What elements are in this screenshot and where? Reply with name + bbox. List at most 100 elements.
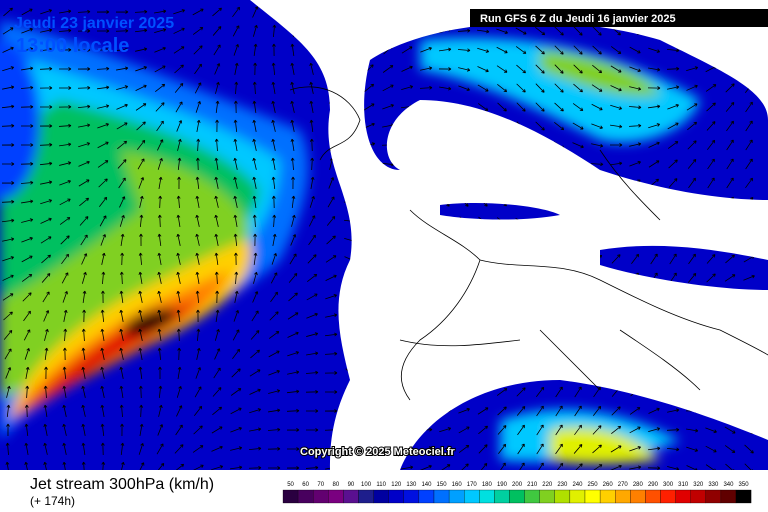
wind-arrow bbox=[137, 462, 145, 470]
legend-label: 170 bbox=[467, 482, 478, 488]
wind-arrow bbox=[214, 214, 219, 227]
wind-arrow bbox=[438, 67, 452, 71]
wind-arrow bbox=[516, 387, 526, 397]
legend-label: 140 bbox=[421, 482, 432, 488]
wind-arrow bbox=[554, 45, 564, 55]
wind-arrow bbox=[686, 103, 698, 111]
legend-swatch bbox=[524, 489, 540, 504]
wind-arrow bbox=[324, 332, 338, 337]
wind-arrow bbox=[154, 9, 167, 14]
wind-arrow bbox=[82, 309, 86, 323]
wind-arrow bbox=[212, 406, 223, 416]
wind-arrow bbox=[195, 214, 200, 227]
wind-arrow bbox=[611, 425, 622, 435]
wind-arrow bbox=[176, 233, 181, 246]
wind-arrow bbox=[686, 446, 699, 452]
wind-arrow bbox=[287, 370, 300, 375]
wind-arrow bbox=[496, 388, 508, 396]
wind-arrow bbox=[78, 179, 90, 187]
wind-arrow bbox=[477, 66, 489, 73]
wind-arrow bbox=[212, 26, 222, 36]
wind-arrow bbox=[82, 290, 87, 303]
wind-arrow bbox=[498, 462, 506, 470]
wind-arrow bbox=[326, 235, 336, 245]
wind-arrow bbox=[439, 464, 451, 470]
legend-label: 240 bbox=[572, 482, 583, 488]
wind-arrow bbox=[324, 351, 338, 356]
legend-label: 130 bbox=[406, 482, 417, 488]
coastlines bbox=[289, 86, 768, 401]
wind-arrow bbox=[325, 294, 337, 300]
wind-arrow bbox=[24, 348, 30, 360]
wind-arrow bbox=[214, 195, 219, 208]
wind-arrow bbox=[610, 161, 623, 166]
wind-arrow bbox=[270, 272, 278, 284]
wind-arrow bbox=[214, 138, 219, 152]
wind-arrow bbox=[516, 83, 526, 93]
wind-arrow bbox=[175, 101, 183, 113]
wind-arrow bbox=[309, 81, 314, 94]
legend-label: 200 bbox=[512, 482, 523, 488]
wind-arrow bbox=[20, 162, 34, 166]
wind-arrow bbox=[214, 271, 219, 285]
wind-arrow bbox=[591, 143, 604, 148]
wind-arrow bbox=[39, 124, 53, 128]
wind-arrow bbox=[667, 85, 680, 90]
legend-swatch bbox=[735, 489, 752, 504]
wind-arrow bbox=[288, 273, 298, 283]
wind-arrow bbox=[213, 367, 221, 379]
wind-arrow bbox=[629, 142, 642, 147]
wind-arrow bbox=[592, 45, 602, 55]
wind-arrow bbox=[667, 466, 680, 470]
wind-arrow bbox=[58, 47, 72, 52]
wind-arrow bbox=[725, 102, 735, 112]
wind-arrow bbox=[44, 366, 48, 380]
wind-arrow bbox=[573, 45, 583, 55]
legend-swatch bbox=[373, 489, 389, 504]
wind-arrow bbox=[666, 427, 680, 432]
wind-arrow bbox=[101, 461, 106, 470]
wind-arrow bbox=[706, 121, 716, 131]
wind-arrow bbox=[573, 64, 583, 74]
wind-arrow bbox=[726, 120, 734, 132]
wind-arrow bbox=[268, 350, 280, 358]
wind-arrow bbox=[667, 103, 679, 110]
wind-arrow bbox=[120, 423, 124, 437]
legend-label: 80 bbox=[333, 482, 340, 488]
wind-arrow bbox=[478, 462, 488, 470]
wind-arrow bbox=[271, 195, 276, 209]
wind-arrow bbox=[234, 62, 239, 75]
wind-arrow bbox=[134, 9, 148, 14]
wind-arrow bbox=[629, 465, 642, 470]
wind-arrow bbox=[77, 85, 91, 90]
wind-arrow bbox=[81, 442, 86, 455]
wind-arrow bbox=[79, 216, 89, 226]
wind-arrow bbox=[458, 67, 471, 72]
wind-arrow bbox=[41, 254, 51, 264]
wind-arrow bbox=[119, 328, 124, 341]
wind-arrow bbox=[610, 104, 623, 110]
wind-arrow bbox=[287, 331, 299, 338]
wind-arrow bbox=[173, 27, 185, 34]
wind-arrow bbox=[419, 85, 433, 90]
legend-swatch bbox=[569, 489, 586, 504]
wind-arrow bbox=[58, 28, 72, 33]
wind-arrow bbox=[574, 386, 582, 398]
color-legend: 50 60 70 80 90 100 110 120 130 140 150 160 170 180 190… bbox=[282, 482, 752, 504]
wind-arrow bbox=[310, 157, 315, 171]
legend-label: 340 bbox=[723, 482, 734, 488]
wind-arrow bbox=[139, 195, 144, 208]
wind-arrow bbox=[459, 463, 469, 470]
legend-label: 60 bbox=[302, 482, 309, 488]
wind-arrow bbox=[214, 63, 221, 75]
wind-arrow bbox=[272, 233, 277, 246]
wind-arrow bbox=[286, 428, 300, 432]
wind-arrow bbox=[62, 423, 67, 436]
wind-arrow bbox=[43, 310, 50, 322]
wind-arrow bbox=[212, 7, 222, 17]
wind-arrow bbox=[157, 290, 162, 303]
wind-arrow bbox=[1, 199, 15, 204]
wind-arrow bbox=[666, 66, 680, 71]
wind-arrow bbox=[230, 446, 243, 451]
